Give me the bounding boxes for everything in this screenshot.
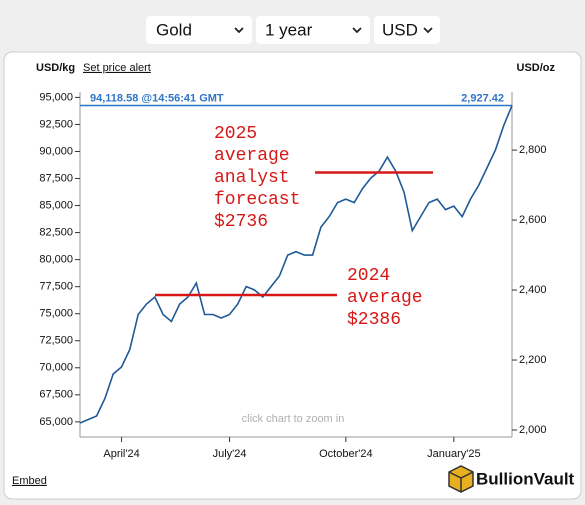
annotation-text: 2025 [214, 124, 257, 144]
chevron [423, 27, 433, 34]
y2-tick-label: 2,000 [519, 424, 547, 436]
annotation-text: 2024 [347, 266, 390, 286]
current-oz-label: 2,927.42 [461, 92, 504, 104]
y-tick-label: 87,500 [39, 172, 73, 184]
x-tick-label: April'24 [103, 448, 139, 460]
y2-axis-label: USD/oz [517, 62, 556, 74]
y-tick-label: 85,000 [39, 199, 73, 211]
metal-value[interactable]: Gold [156, 20, 192, 39]
alert-link[interactable]: Set price alert [83, 62, 151, 74]
brand-name[interactable]: BullionVault [476, 469, 575, 488]
y-tick-label: 65,000 [39, 416, 73, 428]
y2-tick-label: 2,600 [519, 214, 547, 226]
brand-logo[interactable]: BullionVault [448, 465, 575, 493]
annotation-text: $2386 [347, 310, 401, 330]
y-tick-label: 82,500 [39, 227, 73, 239]
currency-select[interactable] [374, 16, 440, 44]
y-axis-label: USD/kg [36, 62, 75, 74]
annotation-text: average [214, 146, 290, 166]
metal-select[interactable] [146, 16, 252, 44]
y-tick-label: 75,000 [39, 308, 73, 320]
y-tick-label: 95,000 [39, 91, 73, 103]
y-tick-label: 67,500 [39, 389, 73, 401]
panel [3, 51, 582, 500]
chart-hint: click chart to zoom in [242, 413, 345, 425]
current-kg-label: 94,118.58 @14:56:41 GMT [90, 92, 224, 104]
x-tick-label: October'24 [319, 448, 372, 460]
y-tick-label: 70,000 [39, 362, 73, 374]
y-tick-label: 80,000 [39, 254, 73, 266]
x-tick-label: July'24 [213, 448, 247, 460]
annotation-text: $2736 [214, 212, 268, 232]
x-tick-label: January'25 [427, 448, 480, 460]
embed-link[interactable]: Embed [12, 475, 47, 487]
price-line [79, 105, 513, 424]
currency-value[interactable]: USD [382, 20, 418, 39]
period-select[interactable] [256, 16, 370, 44]
y-tick-label: 77,500 [39, 281, 73, 293]
chevron [234, 27, 244, 34]
annotation-text: average [347, 288, 423, 308]
chevron [352, 27, 362, 34]
logo-edge [448, 471, 474, 492]
period-value[interactable]: 1 year [265, 20, 313, 39]
y-tick-label: 72,500 [39, 335, 73, 347]
y2-tick-label: 2,400 [519, 284, 547, 296]
y-tick-label: 90,000 [39, 145, 73, 157]
annotation-text: forecast [214, 190, 300, 210]
y2-tick-label: 2,800 [519, 144, 547, 156]
y2-tick-label: 2,200 [519, 354, 547, 366]
y-tick-label: 92,500 [39, 118, 73, 130]
annotation-text: analyst [214, 168, 290, 188]
